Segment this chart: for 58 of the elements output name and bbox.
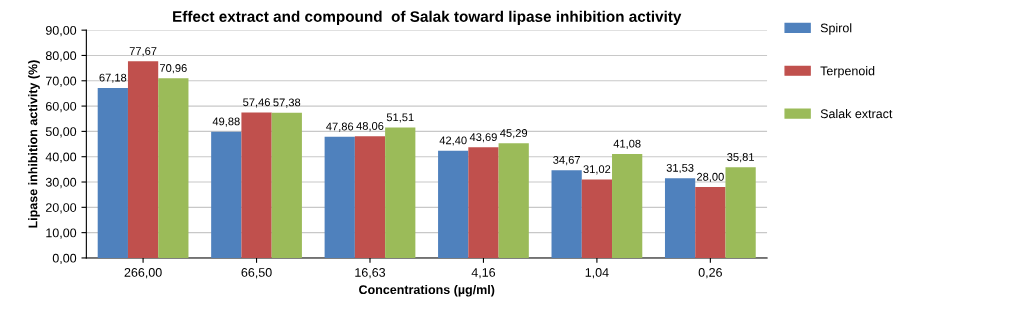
bar [271, 112, 302, 258]
data-label: 67,18 [99, 73, 127, 83]
bar [385, 127, 416, 258]
bar [468, 147, 499, 258]
data-label: 34,67 [553, 155, 580, 166]
data-label: 45,29 [500, 129, 528, 139]
data-label: 77,67 [129, 47, 157, 57]
bar [241, 112, 272, 258]
y-axis-title: Lipase inhibition activity (%) [28, 60, 40, 228]
y-tick-label: 90,00 [45, 25, 77, 37]
bar [551, 170, 582, 258]
bar [158, 78, 189, 258]
data-label: 57,46 [243, 98, 270, 108]
chart-title: Effect extract and compound of Salak toward lipase inhibition activity [173, 10, 682, 25]
legend-label: Spirol [820, 23, 852, 35]
data-label: 51,51 [386, 113, 414, 123]
x-tick-label: 66,50 [241, 268, 272, 279]
bar [695, 187, 726, 258]
x-tick-label: 1,04 [585, 268, 609, 279]
y-tick-label: 40,00 [45, 152, 77, 163]
data-label: 35,81 [727, 153, 754, 163]
bar [438, 150, 469, 258]
bar [581, 179, 613, 258]
y-tick-label: 60,00 [46, 101, 77, 113]
y-tick-label: 30,00 [45, 177, 77, 189]
bar [324, 136, 355, 258]
bar [97, 87, 128, 258]
data-label: 42,40 [439, 136, 467, 146]
bar [211, 131, 242, 258]
x-tick-label: 16,63 [355, 268, 386, 279]
y-tick-label: 50,00 [45, 127, 77, 138]
legend-label: Terpenoid [820, 66, 875, 78]
data-label: 48,06 [356, 122, 384, 132]
data-label: 43,69 [469, 133, 497, 143]
bar [612, 153, 643, 258]
data-label: 70,96 [160, 64, 187, 74]
legend-label: Salak extract [820, 108, 893, 119]
bar [498, 143, 529, 258]
bar [664, 178, 696, 258]
bar [354, 136, 386, 258]
y-tick-label: 0,00 [52, 253, 77, 265]
data-label: 57,38 [273, 98, 301, 108]
data-label: 49,88 [212, 117, 240, 127]
y-tick-label: 80,00 [45, 51, 77, 62]
y-tick-label: 10,00 [46, 228, 77, 239]
y-tick-label: 70,00 [46, 76, 77, 87]
data-label: 28,00 [697, 172, 724, 183]
y-tick-label: 20,00 [45, 203, 77, 214]
bar [725, 167, 756, 258]
x-tick-label: 266,00 [124, 268, 162, 279]
x-tick-label: 4,16 [471, 268, 496, 279]
x-axis-title: Concentrations (µg/ml) [359, 284, 495, 297]
data-label: 31,02 [583, 165, 611, 175]
bar [127, 61, 159, 258]
data-label: 47,86 [326, 122, 354, 132]
x-tick-label: 0,26 [698, 268, 722, 279]
data-label: 31,53 [666, 163, 694, 174]
data-label: 41,08 [613, 139, 641, 149]
